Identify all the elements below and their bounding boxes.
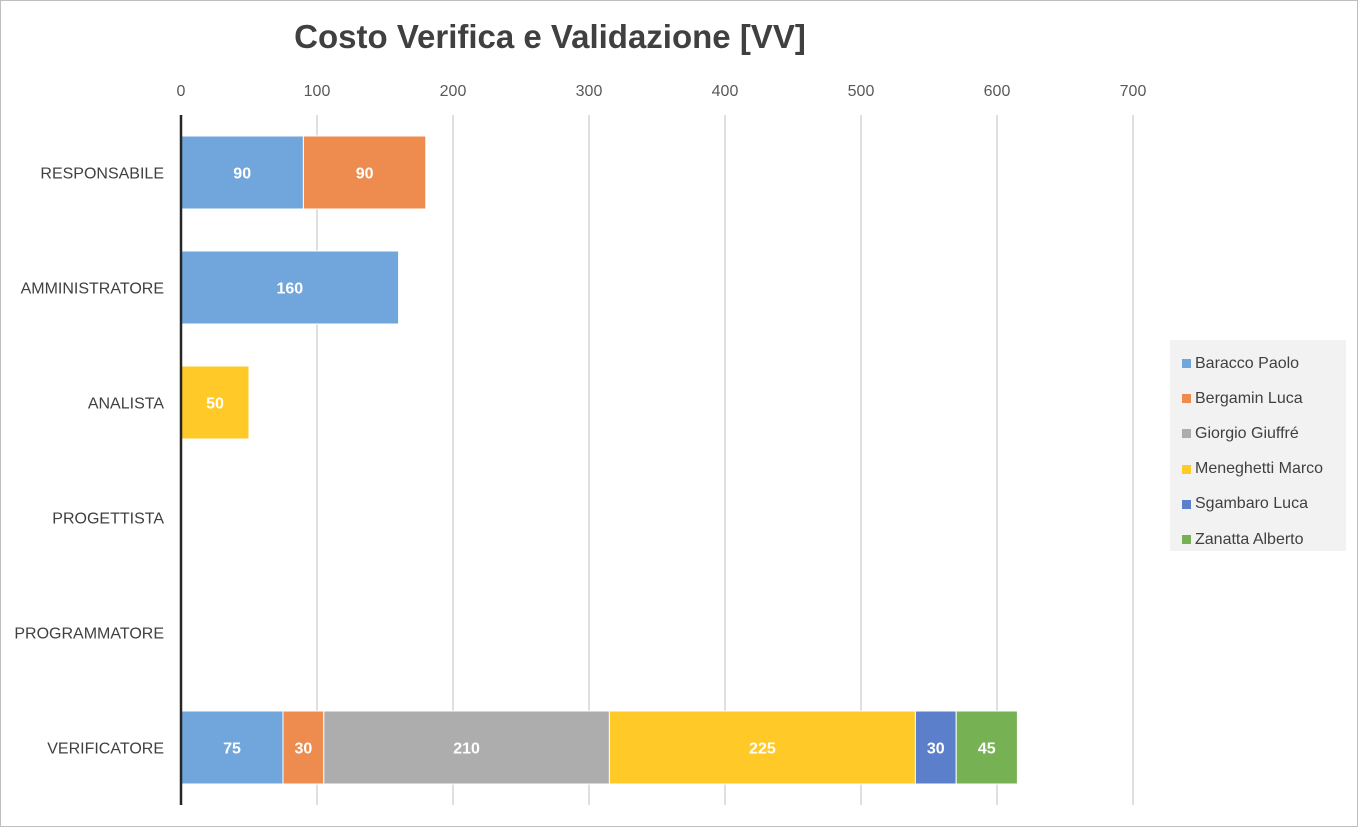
- category-label: ANALISTA: [88, 396, 165, 413]
- legend-item: Sgambaro Luca: [1182, 487, 1346, 522]
- x-tick-label: 500: [848, 83, 875, 100]
- x-tick-label: 0: [177, 83, 186, 100]
- data-label: 90: [356, 166, 374, 183]
- legend-label: Bergamin Luca: [1195, 389, 1303, 407]
- data-label: 45: [978, 741, 996, 758]
- bar-segment: [323, 710, 610, 785]
- legend-swatch: [1182, 394, 1191, 404]
- data-label: 160: [276, 281, 303, 298]
- bar-segment: [180, 250, 400, 325]
- legend-label: Baracco Paolo: [1195, 354, 1300, 372]
- legend-item: Baracco Paolo: [1182, 346, 1346, 381]
- category-label: PROGRAMMATORE: [14, 626, 164, 643]
- legend-label: Giorgio Giuffré: [1195, 424, 1299, 442]
- category-label: RESPONSABILE: [40, 166, 164, 183]
- legend-swatch: [1182, 429, 1191, 439]
- bar-segment: [180, 135, 304, 210]
- bar-segment: [180, 710, 284, 785]
- data-label: 50: [206, 396, 224, 413]
- legend-label: Zanatta Alberto: [1195, 530, 1304, 548]
- x-tick-label: 700: [1120, 83, 1147, 100]
- legend-item: Meneghetti Marco: [1182, 452, 1346, 487]
- legend-label: Meneghetti Marco: [1195, 460, 1324, 478]
- bar-segment: [302, 135, 427, 210]
- data-label: 225: [749, 741, 776, 758]
- category-label: AMMINISTRATORE: [21, 281, 164, 298]
- data-label: 75: [223, 741, 241, 758]
- legend-label: Sgambaro Luca: [1195, 495, 1308, 513]
- legend-item: Bergamin Luca: [1182, 381, 1346, 416]
- legend: Baracco Paolo Bergamin Luca Giorgio Giuffr…: [1170, 340, 1346, 551]
- data-label: 210: [453, 741, 480, 758]
- bar-segment: [180, 365, 250, 440]
- x-tick-label: 400: [712, 83, 739, 100]
- legend-swatch: [1182, 464, 1191, 474]
- x-tick-label: 100: [304, 83, 331, 100]
- x-tick-label: 300: [576, 83, 603, 100]
- data-label: 30: [295, 741, 313, 758]
- legend-swatch: [1182, 499, 1191, 509]
- bar-segment: [608, 710, 916, 785]
- chart-title: Costo Verifica e Validazione [VV]: [294, 18, 806, 55]
- legend-swatch: [1182, 359, 1191, 369]
- legend-swatch: [1182, 535, 1191, 545]
- category-label: VERIFICATORE: [47, 741, 164, 758]
- data-label: 90: [233, 166, 251, 183]
- x-tick-label: 200: [440, 83, 467, 100]
- x-tick-label: 600: [984, 83, 1011, 100]
- legend-item: Giorgio Giuffré: [1182, 416, 1346, 451]
- legend-item: Zanatta Alberto: [1182, 522, 1346, 557]
- category-label: PROGETTISTA: [52, 511, 164, 528]
- data-label: 30: [927, 741, 945, 758]
- bar-segment: [955, 710, 1018, 785]
